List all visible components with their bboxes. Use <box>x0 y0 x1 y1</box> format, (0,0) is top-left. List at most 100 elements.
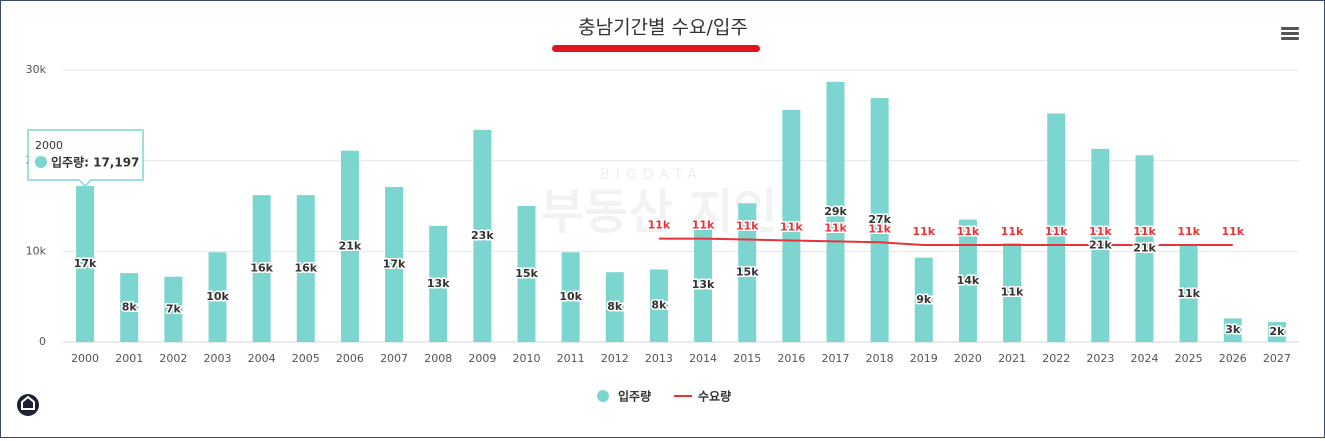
x-tick-label: 2010 <box>513 352 541 365</box>
tooltip-title: 2000 <box>35 139 63 152</box>
bar-value-label: 11k <box>1177 287 1200 300</box>
x-tick-label: 2006 <box>336 352 364 365</box>
x-tick-label: 2018 <box>866 352 894 365</box>
bar-value-label: 17k <box>74 257 97 270</box>
line-value-label: 11k <box>780 220 803 233</box>
bar <box>649 269 668 342</box>
bar-value-label: 23k <box>471 229 494 242</box>
x-tick-label: 2007 <box>380 352 408 365</box>
bar <box>694 227 713 342</box>
y-tick-label: 30k <box>26 63 47 76</box>
bar <box>340 150 359 342</box>
bar-value-label: 15k <box>736 266 759 279</box>
x-tick-label: 2012 <box>601 352 629 365</box>
bar-value-label: 8k <box>651 299 667 312</box>
bar <box>1179 245 1198 342</box>
line-value-label: 11k <box>1133 225 1156 238</box>
x-tick-label: 2019 <box>910 352 938 365</box>
x-tick-label: 2013 <box>645 352 673 365</box>
watermark: BIGDATA <box>600 167 703 183</box>
bar <box>473 129 492 342</box>
x-tick-label: 2011 <box>557 352 585 365</box>
x-tick-label: 2017 <box>822 352 850 365</box>
bar-value-label: 13k <box>692 278 715 291</box>
y-tick-label: 10k <box>26 244 47 257</box>
line-value-label: 11k <box>692 219 715 232</box>
x-tick-label: 2001 <box>115 352 143 365</box>
x-tick-label: 2003 <box>204 352 232 365</box>
title-underline <box>552 45 760 52</box>
bar <box>870 98 889 343</box>
line <box>658 237 1233 246</box>
line-value-label: 11k <box>1177 225 1200 238</box>
legend-label: 수요량 <box>698 390 731 404</box>
x-tick-label: 2004 <box>248 352 276 365</box>
line-value-label: 11k <box>1045 225 1068 238</box>
legend-label: 입주량 <box>618 390 651 404</box>
bar <box>605 272 624 342</box>
line-value-label: 11k <box>648 219 671 232</box>
bar-value-label: 10k <box>559 290 582 303</box>
bar-value-label: 27k <box>868 213 891 226</box>
watermark: 부동산 지인 <box>540 184 778 240</box>
bar <box>826 81 845 342</box>
bar <box>208 252 227 342</box>
bar <box>738 203 757 342</box>
bar-value-label: 11k <box>1001 286 1024 299</box>
bar-value-label: 29k <box>824 205 847 218</box>
x-tick-label: 2015 <box>733 352 761 365</box>
bar <box>385 186 404 342</box>
x-tick-label: 2026 <box>1219 352 1247 365</box>
x-tick-label: 2000 <box>71 352 99 365</box>
line-value-label: 11k <box>824 221 847 234</box>
bar-value-label: 16k <box>250 262 273 275</box>
tooltip-label: 입주량: 17,197 <box>51 156 139 170</box>
x-tick-label: 2025 <box>1175 352 1203 365</box>
bar-value-label: 17k <box>383 257 406 270</box>
bar-value-label: 10k <box>206 290 229 303</box>
x-tick-label: 2005 <box>292 352 320 365</box>
x-tick-label: 2023 <box>1086 352 1114 365</box>
tooltip-marker <box>35 156 47 168</box>
x-tick-label: 2027 <box>1263 352 1291 365</box>
x-tick-label: 2009 <box>468 352 496 365</box>
bar <box>76 186 95 342</box>
bar <box>958 219 977 342</box>
menu-icon[interactable] <box>1281 27 1299 40</box>
line-value-label: 11k <box>912 225 935 238</box>
y-tick-label: 0 <box>39 335 46 348</box>
line-value-label: 11k <box>868 222 891 235</box>
bar <box>561 252 580 342</box>
x-tick-label: 2014 <box>689 352 717 365</box>
bar <box>1047 113 1066 343</box>
bar-value-label: 21k <box>1133 242 1156 255</box>
x-tick-label: 2002 <box>159 352 187 365</box>
bar <box>164 276 183 342</box>
x-tick-label: 2022 <box>1042 352 1070 365</box>
bar <box>252 195 271 342</box>
line-value-label: 11k <box>1089 225 1112 238</box>
bar-value-label: 2k <box>1269 325 1285 338</box>
line-value-label: 11k <box>1001 225 1024 238</box>
x-tick-label: 2016 <box>777 352 805 365</box>
bar-value-label: 16k <box>294 262 317 275</box>
bar <box>782 109 801 342</box>
bar-value-label: 8k <box>607 300 623 313</box>
bar <box>1135 155 1154 342</box>
bar <box>120 273 139 342</box>
bar <box>914 257 933 342</box>
tooltip-box <box>27 129 144 188</box>
x-tick-label: 2021 <box>998 352 1026 365</box>
x-tick-label: 2024 <box>1131 352 1159 365</box>
bar-value-label: 21k <box>1089 238 1112 251</box>
chart-title: 충남기간별 수요/입주 <box>578 17 748 39</box>
x-tick-label: 2008 <box>424 352 452 365</box>
line-value-label: 11k <box>1221 225 1244 238</box>
bar-value-label: 3k <box>1225 323 1241 336</box>
x-tick-label: 2020 <box>954 352 982 365</box>
bar-value-label: 15k <box>515 267 538 280</box>
legend-swatch <box>597 390 609 402</box>
bar <box>1003 243 1022 342</box>
bar <box>1267 322 1286 342</box>
